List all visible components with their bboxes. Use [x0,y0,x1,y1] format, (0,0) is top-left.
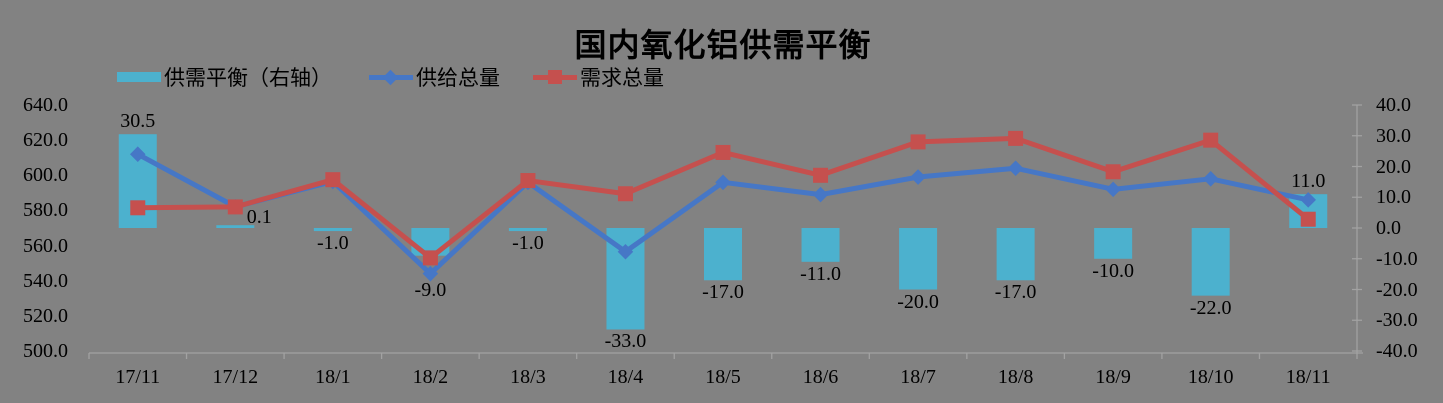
demand-marker-square [1203,132,1219,148]
demand-line-swatch-icon [533,69,577,85]
x-axis-label: 18/9 [1095,366,1131,388]
x-axis-label: 18/4 [607,366,644,388]
legend-label-demand: 需求总量 [580,66,664,90]
demand-marker-square [1008,130,1024,146]
demand-marker-square [227,199,243,215]
bar-value-label: 30.5 [120,110,156,133]
demand-line [130,130,1316,266]
supply-marker-diamond [129,146,146,162]
supply-marker-diamond [617,243,634,260]
bar-value-label: -11.0 [800,262,841,285]
balance-bar [996,228,1035,281]
right-axis-tick-label: -20.0 [1376,278,1418,301]
left-axis-tick-label: 600.0 [23,164,68,187]
balance-bar [1191,228,1230,296]
bar-value-label: -1.0 [317,232,349,255]
legend-label-supply: 供给总量 [416,66,500,90]
demand-marker-square [715,144,731,160]
demand-marker-square [617,186,633,202]
supply-marker-diamond [910,169,926,185]
bar-value-label: -17.0 [994,281,1037,304]
right-axis-tick-label: 30.0 [1376,124,1411,147]
supply-marker-diamond [812,186,829,203]
left-axis-tick-label: 560.0 [23,234,68,257]
bar-value-label: 0.1 [246,206,272,229]
supply-marker-diamond [715,174,731,191]
right-axis-tick-label: -40.0 [1376,340,1418,362]
x-axis-label: 18/11 [1285,366,1331,388]
x-axis-label: 17/12 [212,366,259,388]
right-axis-tick-label: 20.0 [1376,155,1411,178]
left-axis-tick-label: 640.0 [23,94,68,116]
left-axis-tick-label: 580.0 [23,199,68,222]
x-axis-label: 18/3 [510,366,546,388]
bar-value-label: -9.0 [414,278,447,301]
balance-bar [1094,228,1133,259]
x-axis-label: 18/7 [900,366,936,388]
balance-bar [313,228,352,232]
demand-marker-square [130,200,146,216]
demand-marker-square [1105,164,1121,180]
supply-marker-diamond [1007,160,1024,177]
right-axis-tick-label: 0.0 [1376,217,1401,239]
right-axis-tick-label: -10.0 [1376,247,1418,270]
bar-value-label: -33.0 [604,330,647,353]
right-axis-tick-label: 10.0 [1376,186,1411,209]
left-axis-tick-label: 500.0 [23,340,68,362]
x-axis-label: 18/8 [997,366,1034,388]
legend-item-supply: 供给总量 [369,66,500,90]
left-axis-tick-label: 540.0 [23,269,68,292]
demand-marker-square [422,250,438,266]
balance-bar [899,228,938,290]
supply-marker-diamond [1202,171,1219,187]
axis-lines [88,104,1363,359]
supply-marker-diamond [1300,192,1317,208]
supply-marker-diamond [1105,181,1121,198]
bar-value-label: -22.0 [1189,296,1232,319]
bar-value-label: -1.0 [512,232,544,255]
bar-value-label: -20.0 [897,290,939,313]
x-axis-label: 17/11 [115,366,161,388]
legend-label-balance: 供需平衡（右轴） [164,66,332,90]
balance-bar [216,225,255,228]
demand-marker-square [910,134,926,150]
x-axis-label: 18/5 [705,366,741,388]
chart-title: 国内氧化铝供需平衡 [574,26,872,64]
legend-item-demand: 需求总量 [533,66,664,90]
right-axis-tick-label: 40.0 [1376,94,1411,116]
demand-marker-square [813,167,829,183]
x-axis-label: 18/1 [315,366,351,388]
demand-marker-square [325,172,341,188]
x-axis-label: 18/2 [412,366,449,388]
right-axis-tick-label: -30.0 [1376,309,1418,332]
demand-marker-square [1300,211,1316,227]
supply-line-swatch-icon [369,69,413,86]
bar-value-label: 11.0 [1291,170,1326,193]
balance-bar [801,228,840,262]
balance-bar [704,228,742,281]
left-axis-tick-label: 520.0 [23,304,68,327]
bar-value-label: -17.0 [702,281,744,304]
bar-value-label: -10.0 [1092,259,1134,282]
x-axis-label: 18/6 [802,366,839,388]
balance-bar [508,228,547,232]
balance-bar-swatch-icon [117,72,161,82]
left-axis-tick-label: 620.0 [23,129,68,152]
x-axis-label: 18/10 [1187,366,1234,388]
legend-item-balance: 供需平衡（右轴） [117,66,332,90]
demand-marker-square [520,173,536,189]
